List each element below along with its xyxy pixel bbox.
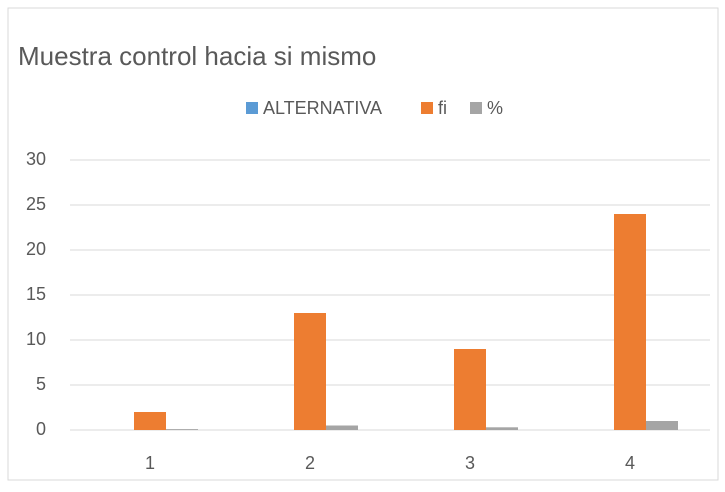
y-tick-label: 10 [26,329,46,349]
x-tick-label: 3 [465,453,475,473]
y-tick-label: 25 [26,194,46,214]
legend-swatch [421,102,433,114]
legend-label: fi [438,98,447,118]
y-tick-label: 15 [26,284,46,304]
bar [486,427,518,430]
bar [294,313,326,430]
bar [614,214,646,430]
chart-frame [7,7,719,481]
y-tick-label: 30 [26,149,46,169]
bar [326,425,358,430]
y-tick-label: 0 [36,419,46,439]
y-tick-label: 5 [36,374,46,394]
x-tick-label: 1 [145,453,155,473]
bar [166,429,198,430]
bar [454,349,486,430]
y-tick-label: 20 [26,239,46,259]
x-tick-label: 4 [625,453,635,473]
legend-swatch [470,102,482,114]
legend-label: ALTERNATIVA [263,98,382,118]
bar [646,421,678,430]
bar [134,412,166,430]
x-tick-label: 2 [305,453,315,473]
legend-label: % [487,98,503,118]
chart-title: Muestra control hacia si mismo [18,41,376,71]
legend-swatch [246,102,258,114]
